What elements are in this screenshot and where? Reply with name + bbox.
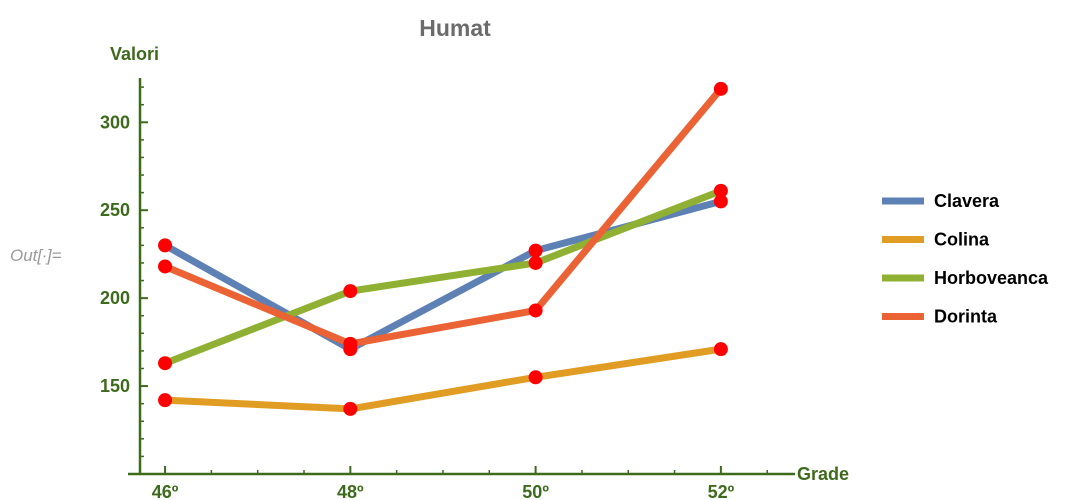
data-point xyxy=(158,259,173,274)
y-tick-label: 200 xyxy=(100,288,130,308)
data-point xyxy=(158,356,173,371)
series-points xyxy=(158,81,728,416)
data-point xyxy=(343,336,358,351)
chart-title: Humat xyxy=(419,15,491,41)
series-line-colina xyxy=(164,345,722,413)
x-tick-label: 52º xyxy=(708,482,735,500)
data-point xyxy=(713,342,728,357)
data-point xyxy=(713,81,728,96)
data-point xyxy=(528,255,543,270)
legend-label: Clavera xyxy=(934,191,1000,211)
data-point xyxy=(528,303,543,318)
y-tick-label: 300 xyxy=(100,112,130,132)
data-point xyxy=(713,183,728,198)
series-lines xyxy=(163,86,724,413)
y-tick-label: 250 xyxy=(100,200,130,220)
legend-label: Horboveanca xyxy=(934,268,1049,288)
x-axis-title: Grade xyxy=(797,464,849,484)
y-axis-title: Valori xyxy=(110,44,159,64)
output-cell-label: Out[∙]= xyxy=(10,246,62,265)
y-tick-label: 150 xyxy=(100,376,130,396)
series-line-horboveanca xyxy=(163,187,723,367)
legend-label: Dorinta xyxy=(934,307,998,327)
data-point xyxy=(713,194,728,209)
x-tick-label: 50º xyxy=(522,482,549,500)
axes: 150 200 250 300 46º 48º 50º 52º xyxy=(100,78,795,500)
x-tick-label: 48º xyxy=(337,482,364,500)
data-point xyxy=(343,401,358,416)
data-point xyxy=(343,284,358,299)
series-line-dorinta xyxy=(163,86,724,348)
data-point xyxy=(158,238,173,253)
data-point xyxy=(528,243,543,258)
legend: Clavera Colina Horboveanca Dorinta xyxy=(882,191,1049,327)
data-point xyxy=(158,393,173,408)
data-point xyxy=(528,370,543,385)
legend-label: Colina xyxy=(934,230,990,250)
x-tick-label: 46º xyxy=(152,482,179,500)
